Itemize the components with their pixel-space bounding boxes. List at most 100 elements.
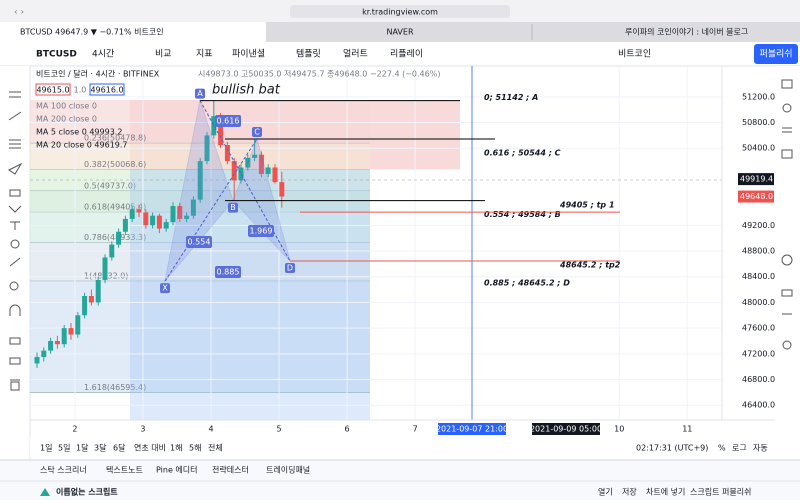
watch[interactable]: 비트코인 (618, 49, 651, 60)
range[interactable]: 전체 (208, 443, 223, 453)
symbol[interactable]: BTCUSD (36, 50, 77, 60)
candle-body (252, 154, 258, 158)
right-sidebar (775, 66, 800, 460)
url-field[interactable] (290, 5, 510, 18)
candle-body (204, 135, 210, 162)
nav[interactable]: ‹ › (14, 8, 24, 18)
ask-box[interactable] (89, 83, 125, 96)
indicator: MA 100 close 0 (36, 102, 97, 111)
candle-body (218, 116, 224, 146)
candle-body (265, 167, 271, 174)
x-tick-label: 5 (276, 425, 281, 434)
fib-label: 0.236(50478.8) (84, 134, 146, 143)
candle-body (109, 244, 115, 258)
panel-tab[interactable]: 트레이딩패널 (266, 465, 310, 475)
fib-label: 0.786(48933.3) (84, 233, 146, 242)
toolbar-item[interactable]: 비교 (155, 49, 172, 60)
candle-body (150, 215, 156, 226)
annotation: 0.616 ; 50544 ; C (484, 148, 561, 157)
pattern-point (160, 283, 170, 294)
position-zone (130, 169, 370, 420)
range[interactable]: 연초 대비 (134, 444, 166, 453)
candle-body (211, 116, 217, 136)
panel-action[interactable]: 차트에 넣기 (646, 488, 685, 497)
panel-actions: 열기 저장 차트에 넣기 스크립트 퍼블리쉬 (598, 487, 751, 497)
toolbar-item[interactable]: 지표 (196, 49, 213, 60)
interval[interactable]: 4시간 (92, 49, 114, 60)
x-tick-label: 3 (140, 425, 145, 434)
y-tick-label: 48400.0 (742, 272, 775, 281)
indicator: MA 20 close 0 49619.7 (36, 141, 128, 150)
toolbar-item[interactable]: 템플릿 (296, 48, 321, 60)
panel-tab[interactable]: Pine 에디터 (156, 466, 198, 475)
fib-label: 0.5(49737.0) (84, 181, 136, 190)
range[interactable]: 1해 (170, 443, 182, 453)
y-tick-label: 49200.0 (742, 221, 775, 230)
candle-body (170, 206, 176, 223)
range[interactable]: 3달 (94, 444, 107, 453)
panel-action[interactable]: 저장 (622, 487, 637, 497)
sidebar-icons[interactable] (781, 79, 793, 350)
x-tick-label: 4 (208, 425, 213, 434)
fib-band (30, 242, 370, 282)
pattern-point (228, 202, 238, 213)
y-tick-label: 51200.0 (742, 92, 775, 101)
fib-label: 1.618(46595.4) (84, 383, 146, 392)
candle-body (102, 257, 108, 280)
time-tag-label: 2021-09-07 21:00 (436, 425, 508, 434)
pattern-leg (164, 138, 258, 282)
tab-title[interactable]: 루이파의 코인이야기 : 네이버 블로그 (625, 27, 748, 37)
range[interactable]: 1달 (76, 444, 89, 453)
ratio-box (215, 266, 241, 278)
price-tag-label: 49648.0 (740, 192, 773, 201)
panel-tabs: 스탁 스크리너 텍스트노트 Pine 에디터 전략테스터 트레이딩패널 (40, 465, 310, 475)
pattern-point (285, 262, 295, 273)
tool-icons[interactable] (8, 91, 23, 391)
bid: 49615.0 (36, 86, 69, 95)
ratio-box (248, 225, 274, 237)
clock: 02:17:31 (UTC+9) (636, 444, 708, 453)
panel-tab[interactable]: 전략테스터 (212, 465, 249, 475)
annotation: 49405 ; tp 1 (559, 201, 615, 210)
publish-button[interactable] (754, 44, 798, 64)
spread: 1.0 (74, 86, 87, 95)
panel-tab[interactable]: 텍스트노트 (106, 465, 143, 475)
candle-body (54, 340, 60, 345)
scale-option[interactable]: % (718, 444, 726, 453)
panel-tab[interactable]: 스탁 스크리너 (40, 465, 87, 475)
pattern-label: D (287, 263, 293, 272)
toolbar-item[interactable]: 리플레이 (390, 49, 423, 60)
annotation: 48645.2 ; tp2 (559, 260, 621, 269)
scale-option[interactable]: 로그 (732, 444, 747, 453)
time-tag (438, 423, 506, 435)
toolbar-item[interactable]: 얼러트 (343, 49, 368, 60)
y-tick-label: 47200.0 (742, 349, 775, 358)
script-icon (40, 488, 50, 496)
toolbar-item[interactable]: 파이낸셜 (232, 49, 265, 60)
tab-title[interactable]: NAVER (386, 28, 413, 37)
range[interactable]: 5해 (189, 443, 201, 453)
pattern-leg (199, 100, 291, 262)
panel-action[interactable]: 스크립트 퍼블리쉬 (690, 487, 751, 497)
candle-body (129, 209, 135, 219)
annotation: 0.885 ; 48645.2 ; D (484, 278, 570, 287)
scale-option[interactable]: 자동 (753, 444, 768, 453)
annotation: 0.554 ; 49584 ; B (484, 210, 561, 219)
legend-title: 비트코인 / 달러 · 4시간 · BITFINEX (36, 69, 160, 79)
bid-box[interactable] (35, 83, 71, 96)
y-tick-label: 47600.0 (742, 324, 775, 333)
tab[interactable] (0, 22, 266, 42)
range[interactable]: 1일 (40, 444, 52, 453)
range[interactable]: 6달 (113, 444, 126, 453)
candle-body (156, 215, 162, 229)
candle-body (197, 161, 203, 200)
x-tick-label: 10 (614, 425, 624, 434)
range[interactable]: 5일 (58, 444, 70, 453)
candle-body (75, 315, 81, 335)
candle-body (224, 145, 230, 162)
y-tick-label: 48000.0 (742, 298, 775, 307)
candle-body (82, 296, 88, 316)
panel-action[interactable]: 열기 (598, 488, 613, 497)
price-tag-label: 49919.4 (740, 175, 773, 184)
